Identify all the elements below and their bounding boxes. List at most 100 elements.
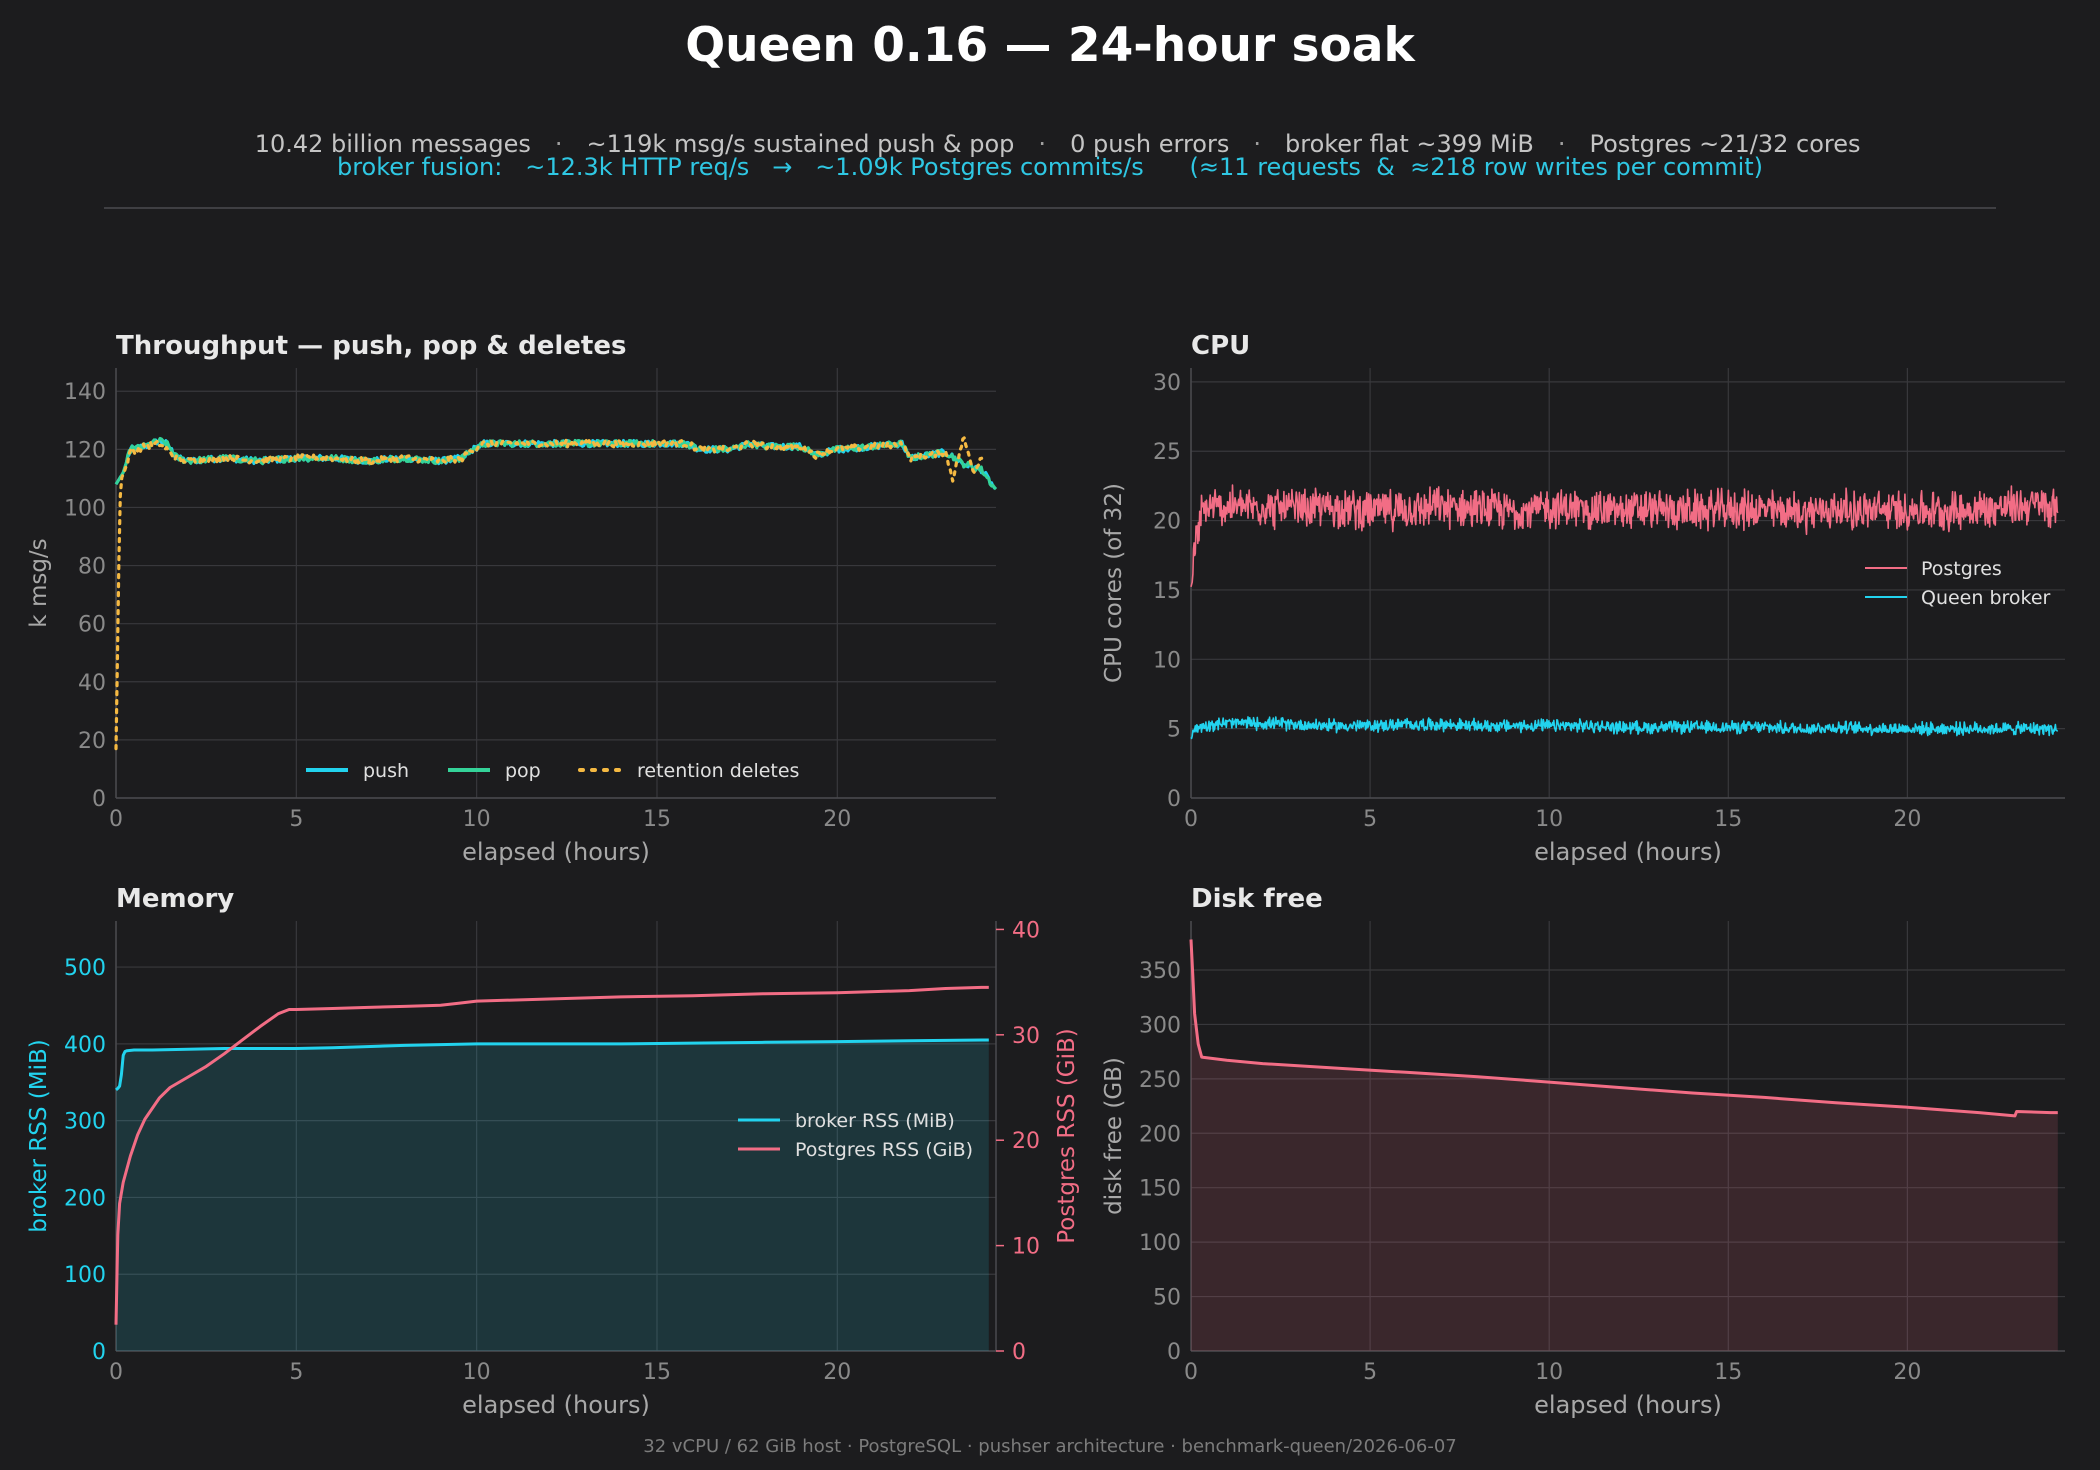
throughput-x-tick-label: 5 <box>289 807 303 832</box>
cpu-chart-title: CPU <box>1191 331 1250 361</box>
memory-x-tick-label: 10 <box>463 1360 491 1385</box>
stat-postgres-cpu: Postgres ~21/32 cores <box>1589 130 1861 158</box>
memory-broker-rss-mib-line <box>115 1038 989 1092</box>
throughput-pop-line <box>114 436 998 491</box>
footer-caption: 32 vCPU / 62 GiB host · PostgreSQL · pus… <box>643 1436 1457 1457</box>
legend-label-push: push <box>363 760 409 782</box>
cpu-x-tick-label: 10 <box>1535 807 1563 832</box>
cpu-x-tick-label: 0 <box>1184 807 1198 832</box>
stat-broker-memory: broker flat ~399 MiB <box>1285 130 1534 158</box>
memory-x-tick-label: 15 <box>643 1360 671 1385</box>
disk-y-tick-label: 300 <box>1139 1013 1181 1038</box>
disk-y-tick-label: 50 <box>1153 1286 1181 1311</box>
throughput-y-tick-label: 40 <box>78 671 106 696</box>
fusion-http: ~12.3k HTTP req/s <box>525 153 750 181</box>
disk-y-tick-label: 250 <box>1139 1068 1181 1093</box>
memory-x-axis-label: elapsed (hours) <box>462 1391 650 1419</box>
stat-separator: · <box>1038 130 1047 158</box>
memory-postgres-rss-gib-line <box>114 985 989 1325</box>
memory-y-tick-label: 200 <box>64 1186 106 1211</box>
disk-x-tick-label: 20 <box>1893 1360 1921 1385</box>
disk-x-axis-label: elapsed (hours) <box>1534 1391 1722 1419</box>
cpu-x-tick-label: 20 <box>1893 807 1921 832</box>
fusion-commits: ~1.09k Postgres commits/s <box>815 153 1144 181</box>
disk-x-tick-label: 15 <box>1714 1360 1742 1385</box>
page-title: Queen 0.16 — 24-hour soak <box>685 18 1415 73</box>
fusion-arrow: → <box>772 153 793 181</box>
throughput-y-axis-label: k msg/s <box>26 538 52 627</box>
cpu-y-tick-label: 20 <box>1153 510 1181 535</box>
memory-y-right-tick-label: 0 <box>1012 1340 1026 1365</box>
cpu-y-tick-label: 25 <box>1153 440 1181 465</box>
summary-stats: 10.42 billion messages · ~119k msg/s susta… <box>0 102 2100 158</box>
stat-separator: · <box>1253 130 1261 158</box>
fusion-line: broker fusion: ~12.3k HTTP req/s → ~1.09… <box>0 153 2100 181</box>
header-divider <box>104 207 1996 209</box>
memory-x-tick-label: 0 <box>109 1360 123 1385</box>
disk-x-tick-label: 0 <box>1184 1360 1198 1385</box>
disk-x-tick-label: 5 <box>1363 1360 1377 1385</box>
disk-y-tick-label: 150 <box>1139 1177 1181 1202</box>
legend-label-postgres: Postgres <box>1921 558 2002 580</box>
throughput-y-tick-label: 60 <box>78 613 106 638</box>
disk-series-line <box>1189 939 2058 1118</box>
disk-y-tick-label: 100 <box>1139 1231 1181 1256</box>
cpu-y-tick-label: 5 <box>1167 718 1181 743</box>
stat-separator: · <box>1557 130 1566 158</box>
throughput-y-tick-label: 80 <box>78 555 106 580</box>
disk-chart-title: Disk free <box>1191 884 1323 914</box>
throughput-y-tick-label: 100 <box>64 496 106 521</box>
disk-y-tick-label: 200 <box>1139 1122 1181 1147</box>
stat-messages: 10.42 billion messages <box>254 130 531 158</box>
throughput-y-tick-label: 0 <box>92 787 106 812</box>
fusion-ratio: (≈11 requests & ≈218 row writes per comm… <box>1189 153 1764 181</box>
cpu-x-tick-label: 15 <box>1714 807 1742 832</box>
fusion-label: broker fusion: <box>336 153 503 181</box>
memory-y-tick-label: 400 <box>64 1033 106 1058</box>
cpu-y-tick-label: 30 <box>1153 371 1181 396</box>
disk-y-tick-label: 350 <box>1139 959 1181 984</box>
legend-label-broker-rss-mib: broker RSS (MiB) <box>795 1110 955 1132</box>
throughput-x-tick-label: 15 <box>643 807 671 832</box>
cpu-y-tick-label: 10 <box>1153 648 1181 673</box>
memory-chart-title: Memory <box>116 884 234 914</box>
memory-y-right-tick-label: 20 <box>1012 1129 1040 1154</box>
cpu-postgres-line <box>1190 484 2059 587</box>
legend-label-queen-broker: Queen broker <box>1921 587 2051 609</box>
memory-y-tick-label: 100 <box>64 1263 106 1288</box>
memory-y-tick-label: 0 <box>92 1340 106 1365</box>
memory-y-right-tick-label: 30 <box>1012 1024 1040 1049</box>
memory-y-tick-label: 300 <box>64 1110 106 1135</box>
throughput-x-tick-label: 10 <box>463 807 491 832</box>
memory-y-right-tick-label: 10 <box>1012 1235 1040 1260</box>
legend-label-retention-deletes: retention deletes <box>637 760 799 782</box>
memory-x-tick-label: 20 <box>823 1360 851 1385</box>
throughput-x-tick-label: 20 <box>823 807 851 832</box>
memory-y-axis-label: broker RSS (MiB) <box>26 1039 52 1233</box>
throughput-y-tick-label: 140 <box>64 380 106 405</box>
cpu-queen-broker-line <box>1190 716 2059 740</box>
stat-throughput: ~119k msg/s sustained push & pop <box>586 130 1015 158</box>
memory-x-tick-label: 5 <box>289 1360 303 1385</box>
memory-y-right-tick-label: 40 <box>1012 918 1040 943</box>
disk-y-tick-label: 0 <box>1167 1340 1181 1365</box>
disk-series-area <box>1191 939 2058 1351</box>
legend-label-postgres-rss-gib: Postgres RSS (GiB) <box>795 1139 973 1161</box>
cpu-y-tick-label: 0 <box>1167 787 1181 812</box>
throughput-y-tick-label: 20 <box>78 729 106 754</box>
throughput-chart-title: Throughput — push, pop & deletes <box>116 331 626 361</box>
throughput-y-tick-label: 120 <box>64 438 106 463</box>
throughput-retention-deletes-line <box>114 436 984 751</box>
throughput-x-axis-label: elapsed (hours) <box>462 838 650 866</box>
stat-errors: 0 push errors <box>1070 130 1230 158</box>
disk-x-tick-label: 10 <box>1535 1360 1563 1385</box>
memory-y-right-label: Postgres RSS (GiB) <box>1054 1028 1080 1244</box>
cpu-y-tick-label: 15 <box>1153 579 1181 604</box>
legend-label-pop: pop <box>505 760 541 782</box>
throughput-x-tick-label: 0 <box>109 807 123 832</box>
cpu-y-axis-label: CPU cores (of 32) <box>1101 483 1127 683</box>
disk-y-axis-label: disk free (GB) <box>1101 1057 1127 1215</box>
cpu-x-tick-label: 5 <box>1363 807 1377 832</box>
memory-broker-rss-mib-area <box>116 1040 989 1351</box>
